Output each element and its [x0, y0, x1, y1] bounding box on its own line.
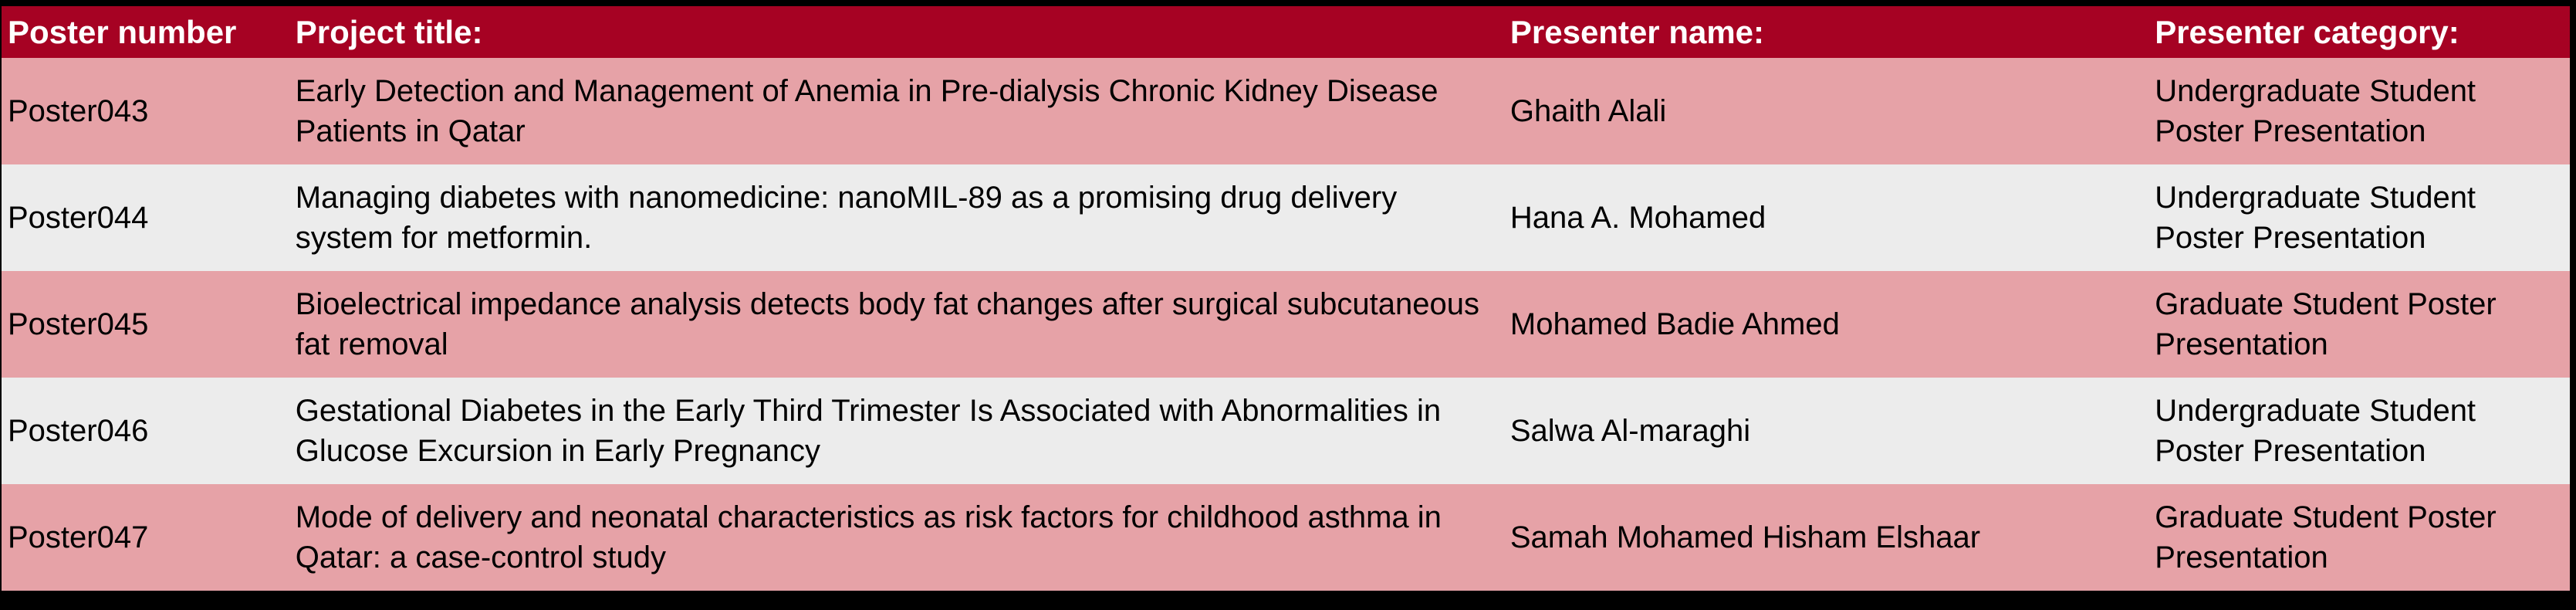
presenter-name-cell: Salwa Al-maraghi [1503, 378, 2149, 484]
presenter-category-cell: Undergraduate Student Poster Presentatio… [2148, 58, 2570, 164]
project-title-cell: Mode of delivery and neonatal characteri… [289, 484, 1504, 591]
column-header-poster-number: Poster number [2, 6, 289, 58]
slide-frame: Poster number Project title: Presenter n… [2, 6, 2570, 591]
poster-number-cell: Poster044 [2, 164, 289, 271]
column-header-presenter-name: Presenter name: [1503, 6, 2149, 58]
column-header-project-title: Project title: [289, 6, 1504, 58]
poster-number-cell: Poster045 [2, 271, 289, 378]
project-title-cell: Early Detection and Management of Anemia… [289, 58, 1504, 164]
table-row: Poster044 Managing diabetes with nanomed… [2, 164, 2570, 271]
column-header-presenter-category: Presenter category: [2148, 6, 2570, 58]
table-row: Poster046 Gestational Diabetes in the Ea… [2, 378, 2570, 484]
table-header-row: Poster number Project title: Presenter n… [2, 6, 2570, 58]
poster-number-cell: Poster047 [2, 484, 289, 591]
table-row: Poster047 Mode of delivery and neonatal … [2, 484, 2570, 591]
presenter-name-cell: Mohamed Badie Ahmed [1503, 271, 2149, 378]
table-row: Poster043 Early Detection and Management… [2, 58, 2570, 164]
poster-number-cell: Poster046 [2, 378, 289, 484]
project-title-cell: Managing diabetes with nanomedicine: nan… [289, 164, 1504, 271]
presenter-category-cell: Graduate Student Poster Presentation [2148, 484, 2570, 591]
presenter-category-cell: Graduate Student Poster Presentation [2148, 271, 2570, 378]
project-title-cell: Gestational Diabetes in the Early Third … [289, 378, 1504, 484]
presenter-name-cell: Ghaith Alali [1503, 58, 2149, 164]
project-title-cell: Bioelectrical impedance analysis detects… [289, 271, 1504, 378]
presenter-category-cell: Undergraduate Student Poster Presentatio… [2148, 378, 2570, 484]
presenter-name-cell: Hana A. Mohamed [1503, 164, 2149, 271]
presenter-name-cell: Samah Mohamed Hisham Elshaar [1503, 484, 2149, 591]
table-row: Poster045 Bioelectrical impedance analys… [2, 271, 2570, 378]
poster-number-cell: Poster043 [2, 58, 289, 164]
presenter-category-cell: Undergraduate Student Poster Presentatio… [2148, 164, 2570, 271]
poster-session-table: Poster number Project title: Presenter n… [2, 6, 2570, 591]
